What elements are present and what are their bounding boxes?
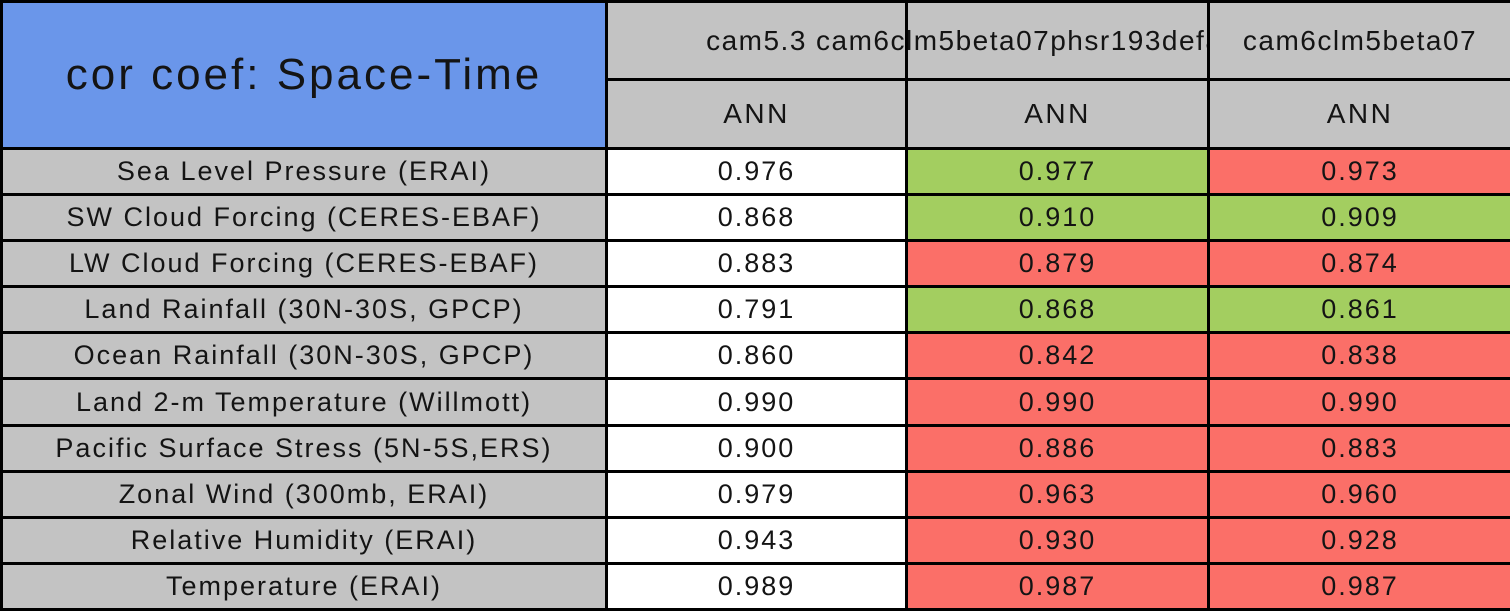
value-cell: 0.976 — [605, 147, 905, 194]
row-label: Ocean Rainfall (30N-30S, GPCP) — [0, 331, 605, 378]
value-cell: 0.973 — [1207, 147, 1510, 194]
table-row: Land 2-m Temperature (Willmott) 0.990 0.… — [0, 377, 1510, 424]
column-header-season-3: ANN — [1207, 78, 1510, 147]
value-cell: 0.943 — [605, 515, 905, 562]
value-cell: 0.883 — [1207, 423, 1510, 470]
season-header-row: ANN ANN ANN — [0, 78, 1510, 147]
row-label: Sea Level Pressure (ERAI) — [0, 147, 605, 194]
value-cell: 0.861 — [1207, 285, 1510, 332]
value-cell: 0.979 — [605, 469, 905, 516]
value-cell: 0.874 — [1207, 239, 1510, 286]
row-label: Temperature (ERAI) — [0, 561, 605, 608]
value-cell: 0.868 — [905, 285, 1207, 332]
row-label: Zonal Wind (300mb, ERAI) — [0, 469, 605, 516]
value-cell: 0.879 — [905, 239, 1207, 286]
value-cell: 0.989 — [605, 561, 905, 608]
value-cell: 0.842 — [905, 331, 1207, 378]
value-cell: 0.990 — [605, 377, 905, 424]
value-cell: 0.838 — [1207, 331, 1510, 378]
model-header-row: cor coef: Space-Time cam5.3 cam6clm5beta… — [0, 0, 1510, 147]
value-cell: 0.990 — [905, 377, 1207, 424]
column-header-season-2: ANN — [905, 78, 1207, 147]
value-cell: 0.960 — [1207, 469, 1510, 516]
value-cell: 0.930 — [905, 515, 1207, 562]
value-cell: 0.868 — [605, 193, 905, 240]
row-label: SW Cloud Forcing (CERES-EBAF) — [0, 193, 605, 240]
value-cell: 0.910 — [905, 193, 1207, 240]
value-cell: 0.987 — [1207, 561, 1510, 608]
value-cell: 0.990 — [1207, 377, 1510, 424]
row-label: Pacific Surface Stress (5N-5S,ERS) — [0, 423, 605, 470]
value-cell: 0.860 — [605, 331, 905, 378]
value-cell: 0.928 — [1207, 515, 1510, 562]
table-row: SW Cloud Forcing (CERES-EBAF) 0.868 0.91… — [0, 193, 1510, 240]
value-cell: 0.909 — [1207, 193, 1510, 240]
table-row: Zonal Wind (300mb, ERAI) 0.979 0.963 0.9… — [0, 469, 1510, 516]
column-header-season-1: ANN — [605, 78, 905, 147]
row-label: Land Rainfall (30N-30S, GPCP) — [0, 285, 605, 332]
row-label: Land 2-m Temperature (Willmott) — [0, 377, 605, 424]
table-row: Land Rainfall (30N-30S, GPCP) 0.791 0.86… — [0, 285, 1510, 332]
column-header-model-2: cam6clm5beta07phsr193defa — [816, 0, 1221, 78]
value-cell: 0.963 — [905, 469, 1207, 516]
value-cell: 0.977 — [905, 147, 1207, 194]
value-cell: 0.791 — [605, 285, 905, 332]
table-row: Temperature (ERAI) 0.989 0.987 0.987 — [0, 561, 1510, 608]
value-cell: 0.987 — [905, 561, 1207, 608]
table-row: Pacific Surface Stress (5N-5S,ERS) 0.900… — [0, 423, 1510, 470]
table-row: Ocean Rainfall (30N-30S, GPCP) 0.860 0.8… — [0, 331, 1510, 378]
column-header-model-1: cam5.3 — [605, 0, 905, 78]
row-label: Relative Humidity (ERAI) — [0, 515, 605, 562]
value-cell: 0.886 — [905, 423, 1207, 470]
table-title: cor coef: Space-Time — [0, 0, 605, 147]
table-row: LW Cloud Forcing (CERES-EBAF) 0.883 0.87… — [0, 239, 1510, 286]
value-cell: 0.883 — [605, 239, 905, 286]
row-label: LW Cloud Forcing (CERES-EBAF) — [0, 239, 605, 286]
column-header-model-3: cam6clm5beta07 — [1207, 0, 1510, 78]
table-row: Sea Level Pressure (ERAI) 0.976 0.977 0.… — [0, 147, 1510, 194]
value-cell: 0.900 — [605, 423, 905, 470]
column-header-model-2-label: cam6clm5beta07phsr193defa — [816, 24, 1223, 56]
table-row: Relative Humidity (ERAI) 0.943 0.930 0.9… — [0, 515, 1510, 562]
